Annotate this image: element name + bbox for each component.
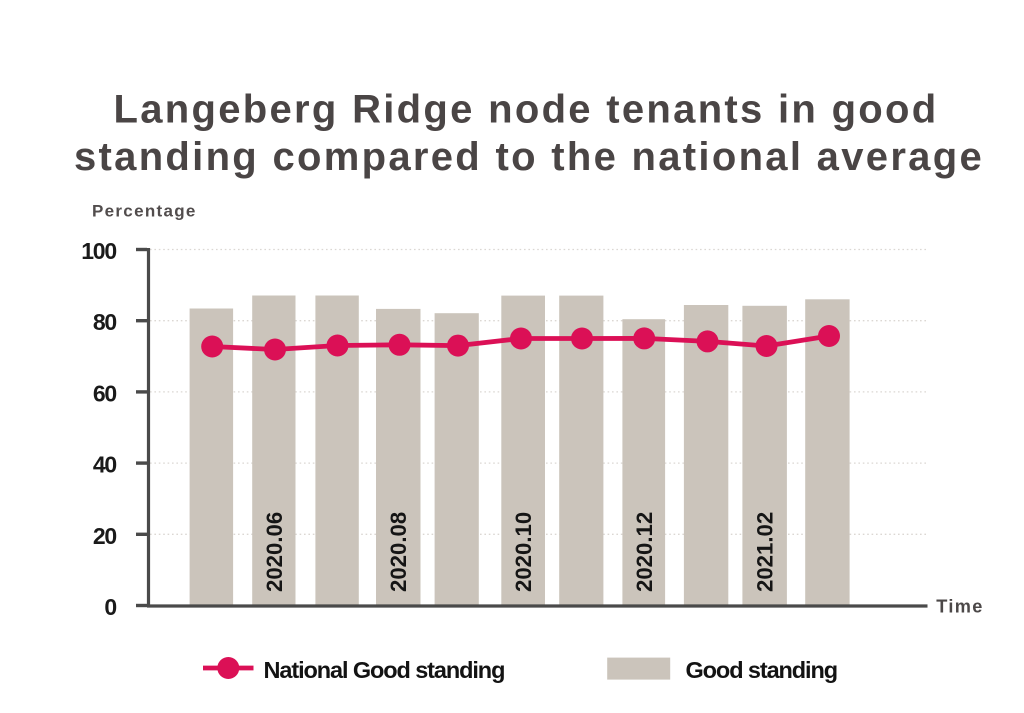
svg-text:National Good standing: National Good standing <box>264 657 505 683</box>
svg-text:Langeberg Ridge node tenants i: Langeberg Ridge node tenants in good <box>113 88 938 132</box>
svg-text:80: 80 <box>93 309 117 335</box>
svg-text:Time: Time <box>936 596 983 616</box>
svg-text:standing compared to the natio: standing compared to the national averag… <box>74 135 984 179</box>
svg-text:Good standing: Good standing <box>686 657 838 683</box>
svg-text:2020.06: 2020.06 <box>262 512 287 592</box>
svg-text:2021.02: 2021.02 <box>753 512 778 592</box>
svg-text:100: 100 <box>81 238 116 264</box>
svg-text:0: 0 <box>104 594 116 620</box>
svg-text:20: 20 <box>93 523 117 549</box>
svg-text:2020.10: 2020.10 <box>511 512 536 592</box>
svg-text:2020.12: 2020.12 <box>632 512 657 592</box>
svg-text:Percentage: Percentage <box>92 202 197 221</box>
svg-text:40: 40 <box>93 452 117 478</box>
svg-text:60: 60 <box>93 380 117 406</box>
svg-text:2020.08: 2020.08 <box>386 512 411 592</box>
